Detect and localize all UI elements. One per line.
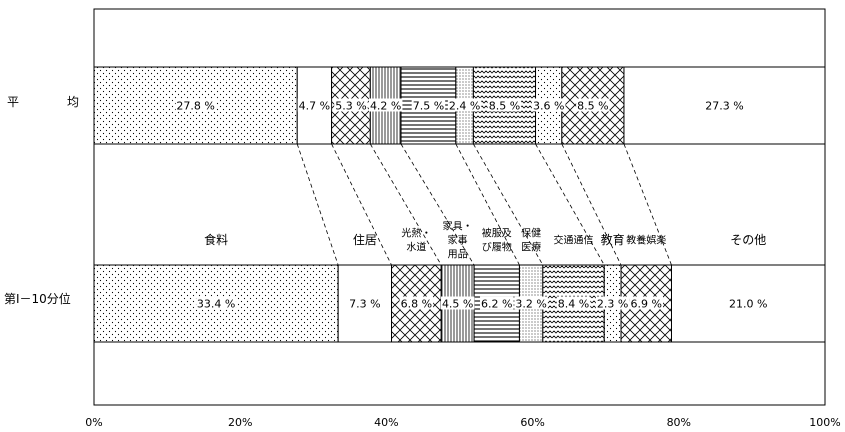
data-label-bg <box>411 98 446 112</box>
data-label-bg <box>334 98 368 112</box>
category-label: 住居 <box>353 233 377 247</box>
data-label: 8.5 % <box>489 100 520 113</box>
data-label: 2.4 % <box>449 100 480 113</box>
data-label-bg <box>514 296 548 310</box>
data-label-bg <box>447 98 482 112</box>
x-tick-label: 80% <box>667 416 691 429</box>
x-tick-label: 100% <box>809 416 840 429</box>
category-label: 交通通信 <box>554 233 594 246</box>
data-label-bg <box>480 296 514 310</box>
data-label: 8.5 % <box>577 100 608 113</box>
x-tick-label: 20% <box>228 416 252 429</box>
data-label-bg <box>629 296 664 310</box>
data-label: 7.3 % <box>349 298 380 311</box>
category-label: 保健 <box>521 226 541 239</box>
category-label: 水道 <box>406 240 426 253</box>
data-label: 3.2 % <box>515 298 546 311</box>
bar-value-labels: 27.8 % 4.7 % 5.3 % 4.2 % 7.5 % 2.4 % 8.5 % 3.6 … <box>175 98 769 311</box>
data-label-bg <box>728 296 769 310</box>
data-label-bg <box>399 296 434 310</box>
data-label-bg <box>196 296 236 310</box>
data-label-bg <box>348 296 382 310</box>
category-label: 教養娯楽 <box>626 233 666 246</box>
data-label-bg <box>576 98 610 112</box>
data-label-bg <box>368 98 403 112</box>
connector-line <box>296 143 339 266</box>
connector-line <box>331 143 392 266</box>
x-axis-ticks: 0% 20% 40% 60% 80% 100% <box>85 416 840 429</box>
data-label: 21.0 % <box>729 298 767 311</box>
data-label-bg <box>297 98 332 112</box>
data-label-bg <box>175 98 216 112</box>
data-label: 8.4 % <box>558 298 589 311</box>
data-label: 6.9 % <box>631 298 662 311</box>
connector-lines <box>296 143 672 266</box>
category-label: び履物 <box>482 240 512 253</box>
category-label: 家具・ <box>443 219 473 232</box>
data-label: 27.8 % <box>176 100 214 113</box>
connector-line <box>400 143 475 266</box>
connector-line <box>369 143 442 266</box>
data-label: 6.2 % <box>481 298 512 311</box>
data-label: 7.5 % <box>413 100 444 113</box>
data-label-bg <box>531 98 566 112</box>
x-tick-label: 40% <box>374 416 398 429</box>
category-label: 教育 <box>601 232 625 247</box>
category-label: その他 <box>730 233 766 247</box>
data-label: 5.3 % <box>335 100 366 113</box>
data-label-bg <box>487 98 522 112</box>
category-label: 医療 <box>521 240 541 253</box>
category-label: 食料 <box>204 232 228 247</box>
x-tick-label: 60% <box>520 416 544 429</box>
connector-line <box>623 143 672 266</box>
data-label-bg <box>556 296 591 310</box>
category-label: 用品 <box>448 248 468 260</box>
data-label-bg <box>440 296 475 310</box>
connector-line <box>455 143 520 266</box>
data-label: 3.6 % <box>533 100 564 113</box>
x-tick-label: 0% <box>85 416 102 429</box>
category-label: 家事 <box>448 233 468 246</box>
connector-line <box>561 143 622 266</box>
data-label: 6.8 % <box>401 298 432 311</box>
data-label: 33.4 % <box>197 298 235 311</box>
data-label: 4.2 % <box>370 100 401 113</box>
row-label-decile-1: 第Ⅰ－10分位 <box>4 291 71 306</box>
data-label: 4.5 % <box>442 298 473 311</box>
data-label: 27.3 % <box>705 100 743 113</box>
category-label: 光熱・ <box>401 226 431 239</box>
row-label-average: 平 均 <box>7 95 79 109</box>
data-label-bg <box>704 98 745 112</box>
category-label: 被服及 <box>482 226 512 239</box>
connector-line <box>473 143 544 266</box>
data-label-bg <box>595 296 630 310</box>
data-label: 4.7 % <box>299 100 330 113</box>
connector-line <box>535 143 605 266</box>
data-label: 2.3 % <box>597 298 628 311</box>
